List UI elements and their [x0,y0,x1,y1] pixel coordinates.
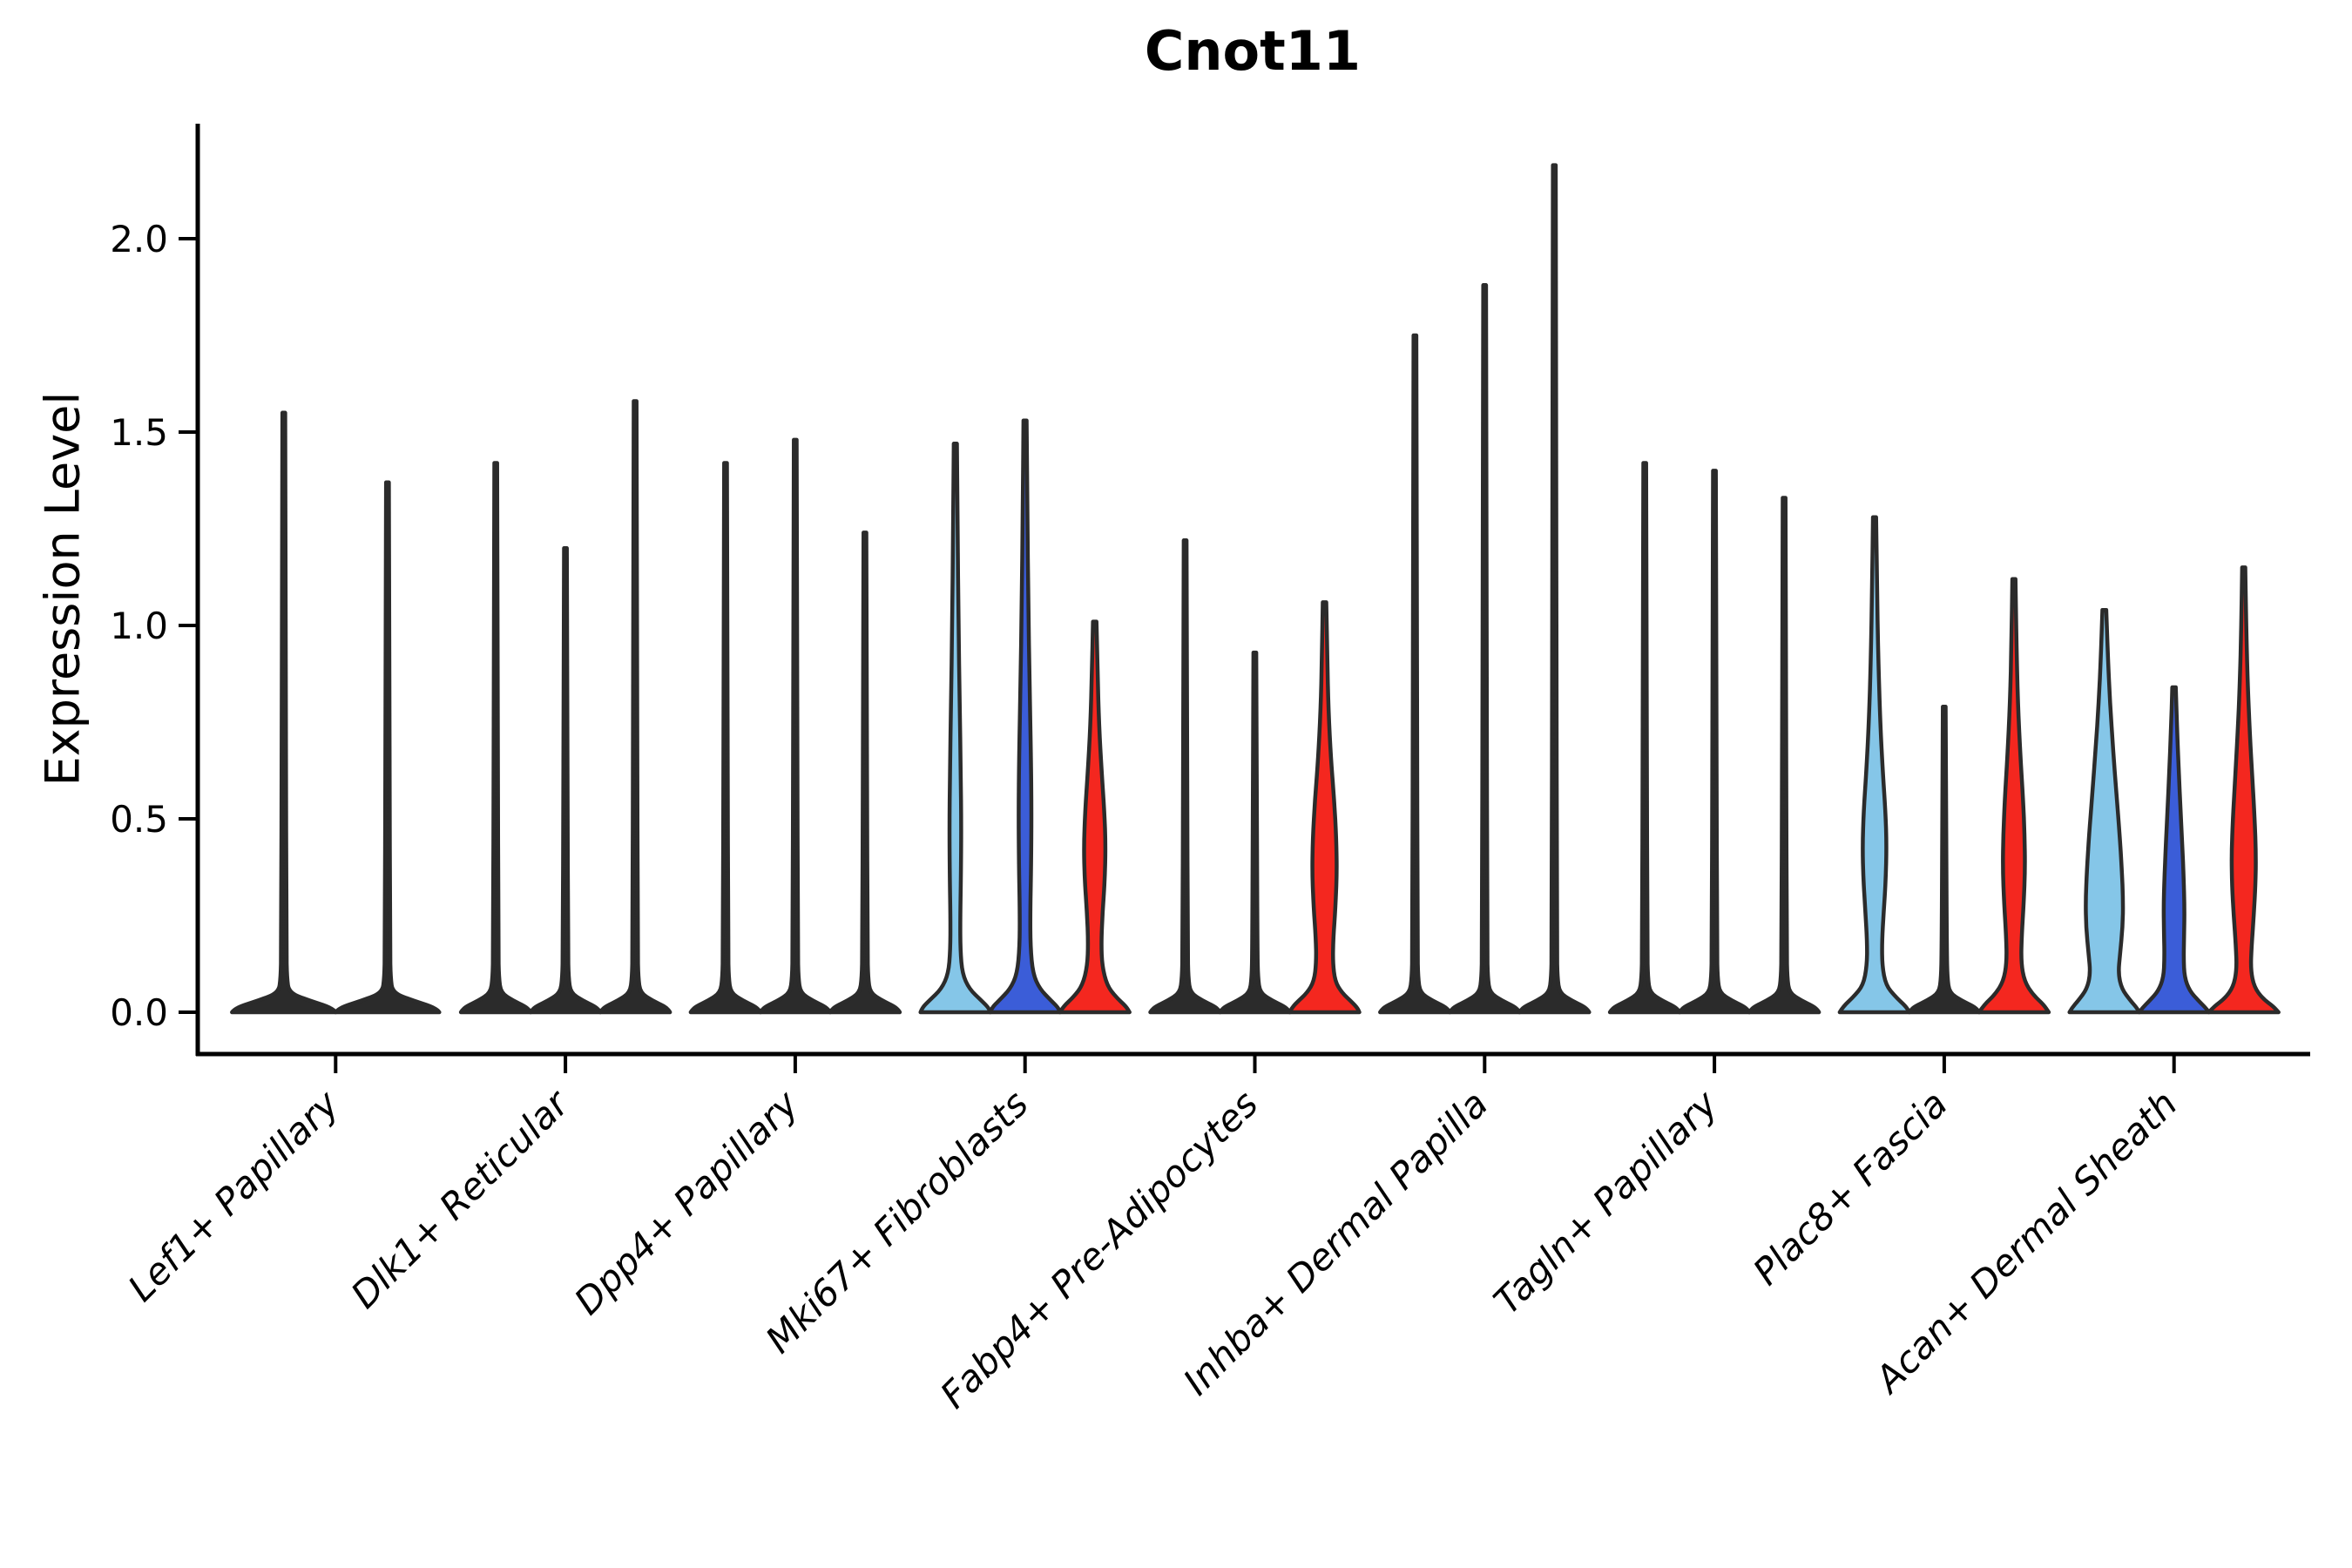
violin-plac8-1 [1907,704,1982,1015]
violin-dpp4-2 [828,531,902,1015]
chart-title: Cnot11 [1144,19,1362,83]
x-tick-label: Mki67+ Fibroblasts [757,1082,1036,1361]
x-tick-label: Plac8+ Fascia [1745,1082,1956,1293]
violin-fabp4-1 [1218,650,1292,1015]
violin-lef1-0 [230,410,338,1015]
violin-tagln-2 [1747,496,1821,1015]
y-tick-label: 0.5 [110,798,168,841]
violin-mki67-0 [918,442,992,1015]
violin-mki67-2 [1058,619,1132,1015]
x-tick-label: Lef1+ Papillary [120,1082,348,1310]
violin-lef1-1 [334,480,442,1015]
violin-acan-1 [2137,685,2211,1015]
violin-inhba-1 [1448,283,1522,1015]
violin-tagln-0 [1607,461,1682,1015]
violin-fabp4-0 [1148,538,1222,1015]
violin-dpp4-1 [758,437,833,1015]
violin-dlk1-2 [598,399,672,1015]
violin-dlk1-0 [458,461,533,1015]
y-tick-label: 2.0 [110,218,168,260]
x-tick-label: Dpp4+ Papillary [566,1082,808,1323]
violin-dpp4-0 [688,461,763,1015]
x-tick-label: Tagln+ Papillary [1485,1082,1727,1323]
violin-tagln-1 [1677,469,1752,1015]
violin-fabp4-2 [1288,600,1362,1015]
violin-plac8-2 [1977,577,2051,1015]
violin-plac8-0 [1837,515,1912,1015]
y-tick-label: 0.0 [110,991,168,1034]
violin-acan-2 [2207,565,2281,1015]
x-tick-label: Dlk1+ Reticular [342,1080,578,1316]
y-axis-title: Expression Level [35,391,91,787]
violin-acan-0 [2067,607,2141,1015]
y-tick-label: 1.5 [110,411,168,454]
violin-inhba-2 [1517,163,1592,1015]
y-tick-label: 1.0 [110,605,168,647]
violin-inhba-0 [1378,333,1452,1015]
violin-dlk1-1 [528,545,603,1015]
violin-mki67-1 [988,418,1062,1015]
